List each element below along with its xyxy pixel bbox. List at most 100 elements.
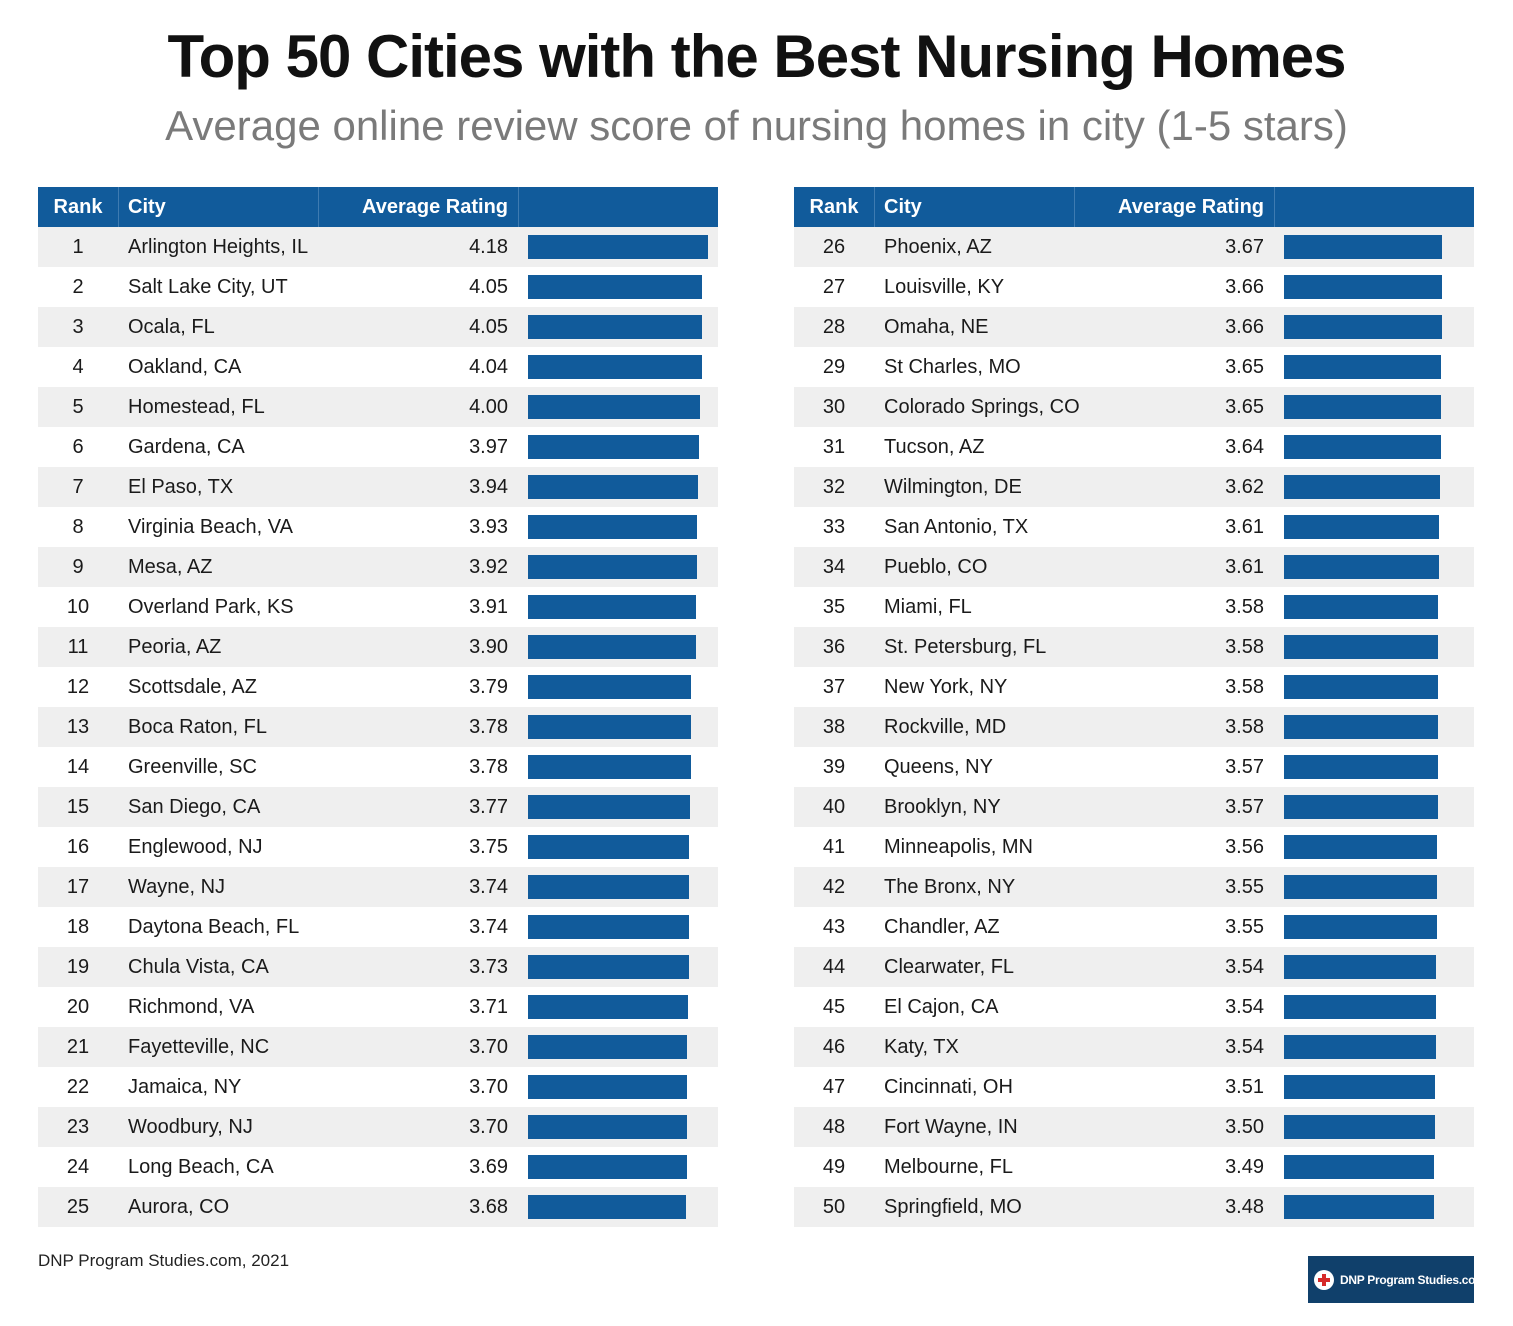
rating-cell: 3.57 [1225,796,1264,818]
header-average-rating: Average Rating [362,196,508,218]
rating-cell: 3.62 [1225,476,1264,498]
rating-bar [528,275,702,299]
header-city: City [884,196,922,218]
rating-bar [528,635,696,659]
rating-bar [1284,1075,1435,1099]
rating-bar [528,955,689,979]
rating-cell: 3.93 [469,516,508,538]
rating-bar [528,315,702,339]
chart-title: Top 50 Cities with the Best Nursing Home… [167,23,1346,90]
table-row: 6 Gardena, CA 3.97 [38,427,718,467]
rating-cell: 3.68 [469,1196,508,1218]
table-row: 22 Jamaica, NY 3.70 [38,1067,718,1107]
city-cell: Aurora, CO [128,1196,230,1218]
rating-cell: 3.58 [1225,676,1264,698]
rating-bar [1284,515,1439,539]
city-cell: Fayetteville, NC [128,1036,270,1058]
table-row: 15 San Diego, CA 3.77 [38,787,718,827]
rating-cell: 4.04 [469,356,508,378]
city-cell: Tucson, AZ [884,436,985,458]
table-row: 23 Woodbury, NJ 3.70 [38,1107,718,1147]
table-body: 26 Phoenix, AZ 3.67 27 Louisville, KY 3.66 28 O… [794,227,1474,1227]
medical-cross-icon [1314,1269,1334,1290]
rating-cell: 3.58 [1225,636,1264,658]
rating-bar [528,755,691,779]
city-cell: Scottsdale, AZ [128,676,257,698]
city-cell: New York, NY [884,676,1008,698]
rank-cell: 15 [66,796,90,818]
rank-cell: 12 [66,676,90,698]
city-cell: Daytona Beach, FL [128,916,300,938]
rating-bar [1284,875,1437,899]
city-cell: Springfield, MO [884,1196,1022,1218]
rating-cell: 3.66 [1225,316,1264,338]
rank-cell: 31 [822,436,846,458]
city-cell: Louisville, KY [884,276,1005,298]
rating-bar [1284,835,1437,859]
rating-cell: 3.75 [469,836,508,858]
rank-cell: 34 [822,556,846,578]
rating-bar [1284,915,1437,939]
rank-cell: 37 [822,676,846,698]
table-row: 8 Virginia Beach, VA 3.93 [38,507,718,547]
city-cell: Peoria, AZ [128,636,222,658]
rating-bar [1284,635,1438,659]
city-cell: Oakland, CA [128,356,242,378]
table-row: 40 Brooklyn, NY 3.57 [794,787,1474,827]
city-cell: Homestead, FL [128,396,265,418]
rank-cell: 36 [822,636,846,658]
city-cell: Jamaica, NY [128,1076,242,1098]
rating-cell: 3.55 [1225,916,1264,938]
rating-cell: 4.05 [469,276,508,298]
table-row: 20 Richmond, VA 3.71 [38,987,718,1027]
rating-cell: 3.49 [1225,1156,1264,1178]
city-cell: St Charles, MO [884,356,1021,378]
table-row: 50 Springfield, MO 3.48 [794,1187,1474,1227]
rank-cell: 3 [72,316,84,338]
city-cell: Boca Raton, FL [128,716,267,738]
city-cell: Minneapolis, MN [884,836,1033,858]
rank-cell: 50 [822,1196,846,1218]
city-cell: Wayne, NJ [128,876,226,898]
rating-bar [1284,555,1439,579]
table-row: 26 Phoenix, AZ 3.67 [794,227,1474,267]
rank-cell: 38 [822,716,846,738]
city-cell: Brooklyn, NY [884,796,1001,818]
table-row: 21 Fayetteville, NC 3.70 [38,1027,718,1067]
rank-cell: 21 [66,1036,90,1058]
rating-cell: 3.51 [1225,1076,1264,1098]
city-cell: Long Beach, CA [128,1156,274,1178]
rank-cell: 46 [822,1036,846,1058]
rank-cell: 9 [72,556,84,578]
rating-cell: 3.70 [469,1036,508,1058]
city-cell: Miami, FL [884,596,972,618]
rating-bar [528,1035,687,1059]
rating-cell: 3.57 [1225,756,1264,778]
city-cell: Wilmington, DE [884,476,1022,498]
rating-bar [528,435,699,459]
rank-cell: 17 [66,876,90,898]
table-row: 32 Wilmington, DE 3.62 [794,467,1474,507]
rank-cell: 23 [66,1116,90,1138]
rating-cell: 3.74 [469,876,508,898]
rating-bar [528,835,689,859]
rating-cell: 3.92 [469,556,508,578]
rank-cell: 49 [822,1156,846,1178]
rating-cell: 4.18 [469,236,508,258]
city-cell: Phoenix, AZ [884,236,992,258]
table-row: 36 St. Petersburg, FL 3.58 [794,627,1474,667]
table-row: 4 Oakland, CA 4.04 [38,347,718,387]
city-cell: Mesa, AZ [128,556,213,578]
rank-cell: 43 [822,916,846,938]
rating-cell: 3.54 [1225,956,1264,978]
rating-cell: 3.90 [469,636,508,658]
table-row: 46 Katy, TX 3.54 [794,1027,1474,1067]
rating-cell: 3.64 [1225,436,1264,458]
rating-bar [1284,315,1442,339]
rating-bar [1284,235,1442,259]
rating-cell: 3.77 [469,796,508,818]
table-row: 10 Overland Park, KS 3.91 [38,587,718,627]
header-rank: Rank [809,196,859,218]
city-cell: Arlington Heights, IL [128,236,309,258]
rating-cell: 3.65 [1225,396,1264,418]
